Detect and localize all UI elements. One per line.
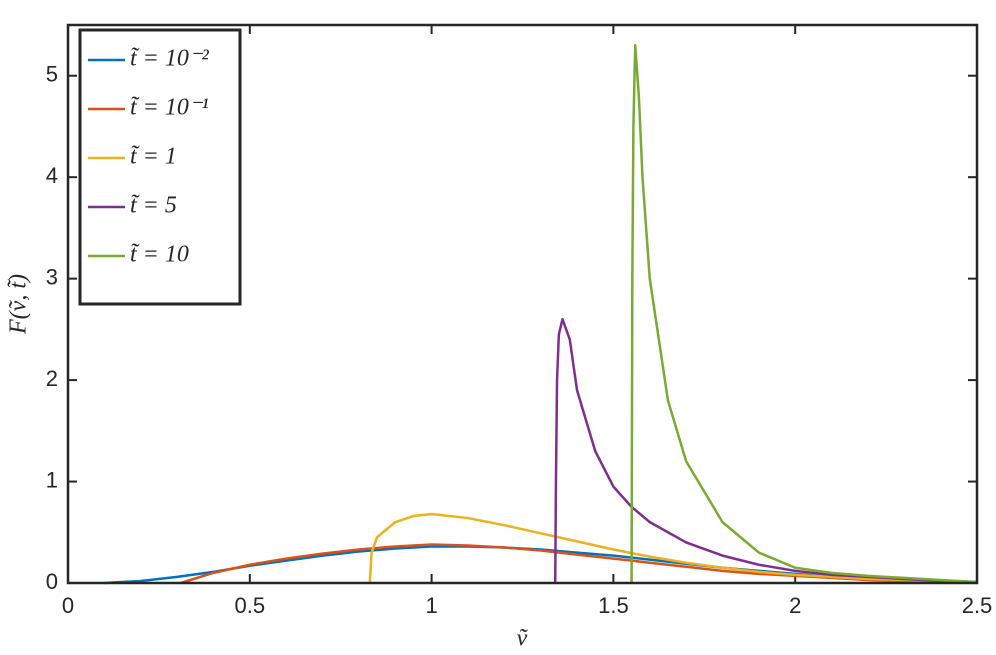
- y-tick-label: 1: [46, 467, 58, 492]
- legend-label: t̃ = 10⁻¹: [130, 95, 209, 121]
- x-tick-label: 1.5: [598, 593, 629, 618]
- x-tick-label: 1: [425, 593, 437, 618]
- legend-box: [78, 28, 242, 306]
- y-tick-label: 3: [46, 264, 58, 289]
- legend-label: t̃ = 10⁻²: [130, 46, 210, 72]
- data-line: [630, 44, 978, 584]
- legend-label: t̃ = 1: [130, 144, 177, 170]
- data-line: [368, 512, 978, 584]
- x-tick-label: 2: [789, 593, 801, 618]
- x-tick-label: 2.5: [962, 593, 993, 618]
- y-tick-label: 2: [46, 366, 58, 391]
- y-tick-label: 0: [46, 569, 58, 594]
- x-axis-label: ṽ: [517, 626, 529, 652]
- x-tick-label: 0: [62, 593, 74, 618]
- y-tick-label: 4: [46, 163, 58, 188]
- y-axis-label: F(ṽ, t̃): [6, 274, 32, 335]
- x-tick-label: 0.5: [235, 593, 266, 618]
- axes-box: [66, 23, 979, 585]
- legend-label: t̃ = 10: [130, 242, 189, 268]
- legend-label: t̃ = 5: [130, 193, 177, 219]
- y-tick-label: 5: [46, 62, 58, 87]
